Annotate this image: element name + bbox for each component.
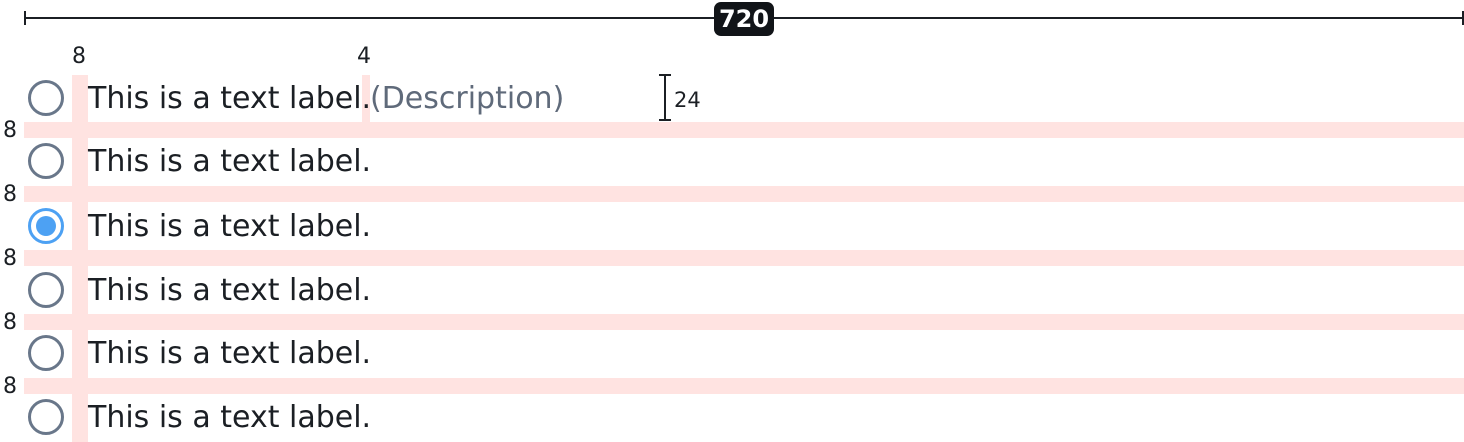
radio-button-icon[interactable] (28, 272, 64, 308)
radio-label: This is a text label. (88, 400, 372, 435)
radio-label: This is a text label. (88, 209, 372, 244)
radio-button-selected-icon[interactable] (28, 208, 64, 244)
icon-gap-label: 8 (72, 44, 86, 69)
description-gap-label: 4 (357, 44, 371, 69)
radio-label: This is a text label. (88, 336, 372, 371)
width-dimension-end-tick (1462, 11, 1464, 25)
row-gap-band (24, 186, 1464, 202)
row-height-dimension-top-cap (659, 74, 671, 76)
row-height-dimension-line (664, 75, 666, 121)
radio-button-icon[interactable] (28, 143, 64, 179)
width-dimension-badge: 720 (714, 2, 774, 36)
radio-button-icon[interactable] (28, 399, 64, 435)
row-gap-band (24, 250, 1464, 266)
row-gap-label: 8 (3, 246, 17, 271)
radio-button-icon[interactable] (28, 80, 64, 116)
radio-button-icon[interactable] (28, 335, 64, 371)
radio-label: This is a text label. (88, 144, 372, 179)
radio-description: (Description) (370, 81, 565, 116)
radio-label: This is a text label. (88, 273, 372, 308)
row-gap-label: 8 (3, 182, 17, 207)
row-height-label: 24 (674, 88, 701, 112)
row-gap-band (24, 122, 1464, 138)
row-gap-label: 8 (3, 310, 17, 335)
description-gap-band (362, 75, 370, 123)
row-gap-band (24, 378, 1464, 394)
radio-label: This is a text label. (88, 81, 372, 116)
row-gap-band (24, 314, 1464, 330)
row-height-dimension-bottom-cap (659, 119, 671, 121)
row-gap-label: 8 (3, 118, 17, 143)
width-dimension-start-tick (24, 11, 26, 25)
row-gap-label: 8 (3, 374, 17, 399)
